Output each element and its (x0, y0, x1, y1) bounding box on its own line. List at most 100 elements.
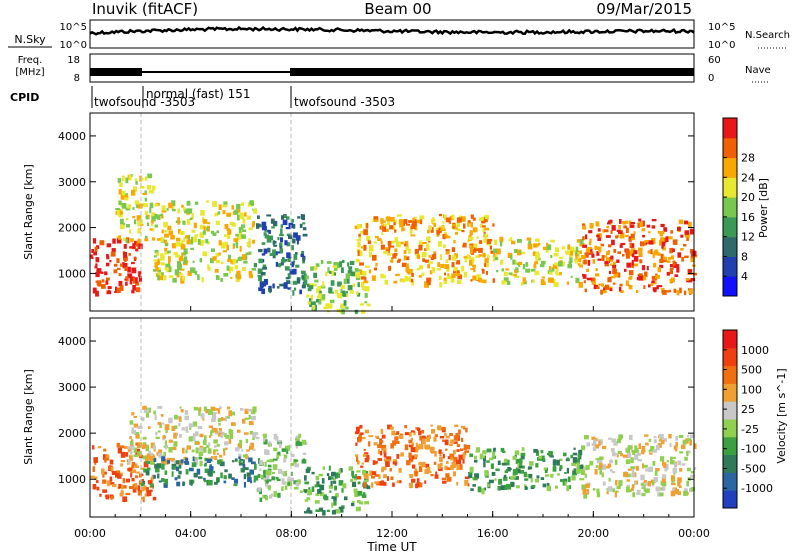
velocity-cell (295, 437, 300, 441)
velocity-cell (131, 430, 137, 434)
power-cell (131, 189, 136, 196)
power-cell (463, 256, 468, 259)
power-colorbar-swatch (723, 118, 737, 139)
velocity-cell (404, 432, 410, 436)
velocity-cell (212, 412, 217, 415)
power-cell (492, 278, 495, 283)
power-cell (292, 280, 298, 285)
power-cell (180, 244, 186, 250)
power-cell (496, 250, 501, 254)
velocity-cell (306, 509, 311, 512)
velocity-cell (285, 445, 289, 449)
velocity-cell (241, 449, 244, 452)
power-cell (489, 245, 492, 250)
power-cell (179, 271, 182, 275)
velocity-cell (439, 436, 445, 439)
power-cell (136, 241, 139, 247)
velocity-cell (601, 464, 607, 470)
power-cell (111, 248, 116, 252)
velocity-cell (482, 455, 485, 459)
power-cell (325, 271, 328, 277)
velocity-cell (328, 476, 332, 481)
power-cell (625, 234, 629, 238)
power-cell (357, 224, 361, 229)
power-cell (246, 215, 251, 220)
power-cell (373, 267, 377, 271)
power-cell (360, 276, 366, 280)
power-cell (654, 249, 658, 255)
power-cell (558, 261, 563, 267)
power-cell (96, 245, 100, 249)
power-cell (202, 251, 208, 257)
velocity-cell (188, 467, 194, 472)
power-cell (215, 275, 219, 280)
power-cell (499, 236, 504, 243)
velocity-cell (515, 458, 521, 464)
velocity-cell (251, 461, 256, 465)
power-cell (549, 271, 553, 275)
power-cell (327, 267, 330, 273)
velocity-cell (176, 481, 181, 487)
velocity-cell (143, 461, 149, 468)
velocity-cell (390, 443, 394, 449)
velocity-cell (654, 470, 658, 476)
power-cell (175, 242, 181, 247)
velocity-cell (153, 474, 156, 479)
power-cell (232, 245, 235, 249)
power-cell (406, 223, 411, 226)
power-cell (607, 277, 612, 283)
power-cell (253, 208, 258, 214)
power-cell (568, 261, 572, 265)
power-cell (145, 215, 149, 220)
velocity-cell (445, 448, 448, 451)
power-cell (472, 217, 476, 221)
velocity-cell (218, 430, 223, 434)
velocity-cell (543, 467, 547, 471)
power-cell (559, 272, 562, 276)
velocity-cell (214, 481, 218, 485)
velocity-cell (364, 452, 369, 455)
power-cell (164, 230, 168, 233)
power-cell (590, 251, 594, 255)
velocity-cell (660, 480, 666, 486)
velocity-cell (614, 452, 618, 456)
power-cell (360, 281, 365, 288)
power-cell (575, 277, 580, 284)
power-cell (212, 256, 217, 261)
velocity-cell (191, 462, 197, 468)
velocity-cell (211, 418, 216, 422)
power-cell (484, 217, 488, 223)
power-cell (168, 256, 171, 262)
velocity-cell (374, 474, 379, 477)
velocity-cell (428, 434, 431, 438)
power-cell (310, 266, 314, 271)
velocity-cell (177, 460, 183, 465)
power-cell (176, 275, 180, 278)
power-cell (299, 289, 302, 295)
velocity-ylabel: Slant Range [km] (22, 369, 35, 465)
power-cell (628, 285, 633, 290)
power-cell (228, 254, 231, 261)
power-cell (638, 275, 644, 281)
power-cell (610, 276, 616, 279)
power-cell (131, 267, 137, 274)
power-cell (604, 261, 609, 264)
velocity-cell (430, 474, 434, 477)
velocity-colorbar-swatch (723, 472, 737, 491)
power-cell (567, 244, 571, 250)
power-cell (139, 185, 145, 189)
velocity-cell (228, 473, 232, 479)
power-cell (106, 255, 110, 260)
velocity-cell (643, 480, 647, 484)
velocity-cell (410, 437, 413, 441)
power-cell (509, 237, 513, 241)
velocity-cell (652, 449, 657, 453)
velocity-cell (174, 477, 178, 481)
power-cell (629, 242, 632, 247)
power-cell (628, 238, 632, 242)
power-cell (133, 219, 137, 225)
velocity-colorbar-swatch (723, 401, 737, 420)
power-cell (243, 261, 248, 264)
velocity-cell (512, 455, 517, 460)
velocity-cell (426, 437, 430, 442)
